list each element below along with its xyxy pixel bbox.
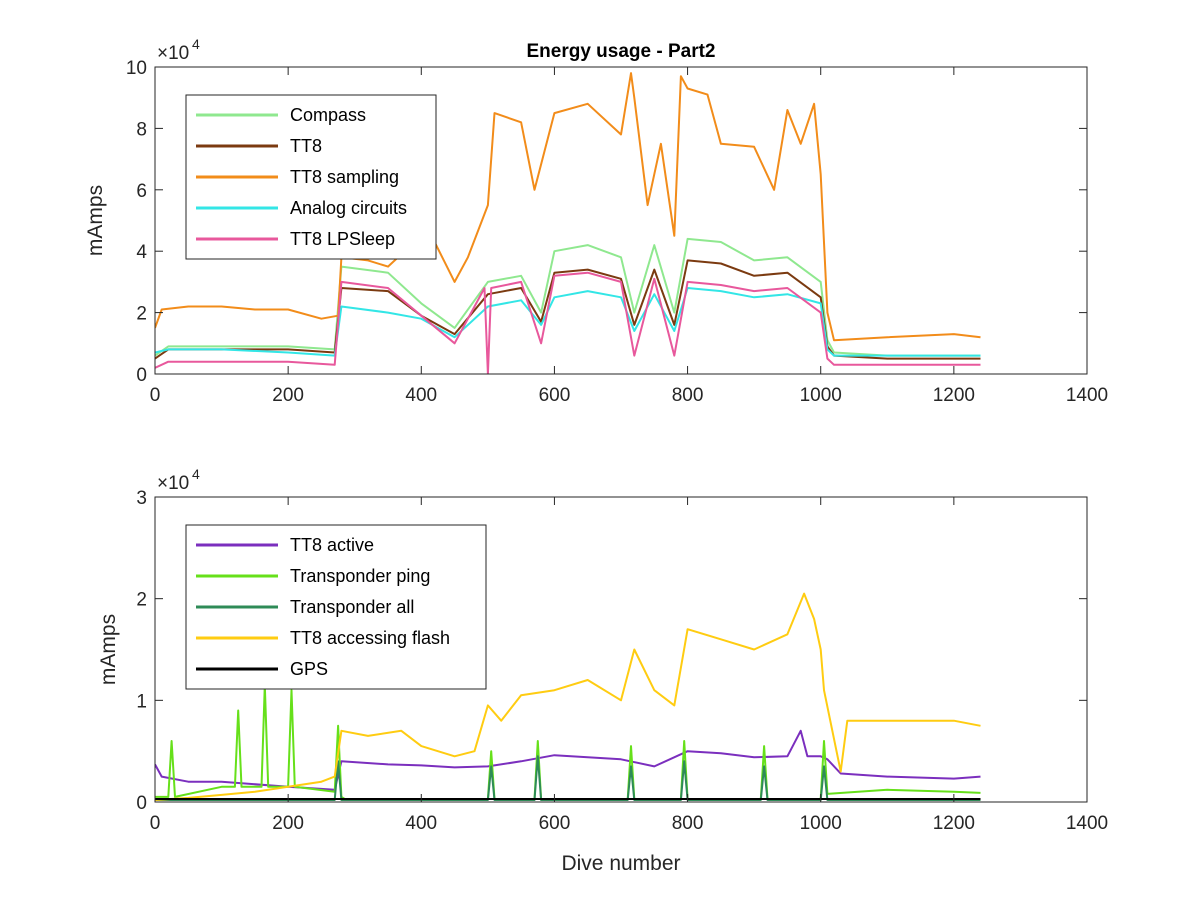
x-tick: 1200 xyxy=(933,67,975,406)
y-tick-label: 6 xyxy=(136,181,147,202)
legend-label: Transponder all xyxy=(290,597,414,617)
y-tick-label: 0 xyxy=(136,793,147,814)
y-tick-label: 3 xyxy=(136,488,147,509)
x-tick-label: 1000 xyxy=(800,813,842,834)
x-tick: 200 xyxy=(272,67,304,406)
x-tick: 1000 xyxy=(800,497,842,834)
legend-item: Transponder ping xyxy=(196,566,430,586)
legend-item: GPS xyxy=(196,659,328,679)
x-tick-label: 0 xyxy=(150,385,161,406)
legend: Compass TT8 TT8 sampling Analog circuits TT8… xyxy=(185,94,437,260)
y-tick: 3 xyxy=(136,488,1087,509)
y-tick: 2 xyxy=(136,590,1087,611)
x-tick: 600 xyxy=(539,67,571,406)
legend: TT8 active Transponder ping Transponder al… xyxy=(185,524,487,690)
x-tick-label: 400 xyxy=(405,813,437,834)
series-group xyxy=(155,72,981,374)
series-line-tt8-sampling xyxy=(155,72,981,342)
y-tick-label: 10 xyxy=(126,58,147,79)
y-tick-label: 8 xyxy=(136,119,147,140)
x-tick-label: 1200 xyxy=(933,385,975,406)
series-line-tt8-lpsleep xyxy=(155,271,981,374)
legend-label: TT8 xyxy=(290,136,322,156)
bottom-plot: 0 200 400 600 800 1000 1200 1400 0 1 2 3 ×10 4 mAmps Di… xyxy=(97,466,1108,875)
x-tick: 200 xyxy=(272,497,304,834)
x-tick: 1000 xyxy=(800,67,842,406)
series-line-tt8-accessing-flash xyxy=(155,592,981,801)
x-tick-label: 200 xyxy=(272,385,304,406)
svg-text:4: 4 xyxy=(192,36,200,52)
legend-item: TT8 active xyxy=(196,535,374,555)
y-tick: 0 xyxy=(136,793,1087,814)
series-group xyxy=(155,592,981,801)
y-exponent-label: ×10 4 xyxy=(157,466,200,494)
y-tick-label: 2 xyxy=(136,304,147,325)
legend-label: TT8 active xyxy=(290,535,374,555)
x-tick: 800 xyxy=(672,67,704,406)
legend-label: TT8 accessing flash xyxy=(290,628,450,648)
legend-item: TT8 xyxy=(196,136,322,156)
x-tick-label: 1400 xyxy=(1066,385,1108,406)
svg-text:×10: ×10 xyxy=(157,43,189,64)
y-tick: 1 xyxy=(136,691,1087,712)
x-tick: 1400 xyxy=(1066,497,1108,834)
x-tick: 400 xyxy=(405,67,437,406)
legend-label: Transponder ping xyxy=(290,566,430,586)
y-tick: 6 xyxy=(136,181,1087,202)
y-tick: 8 xyxy=(136,119,1087,140)
x-tick-label: 1400 xyxy=(1066,813,1108,834)
legend-item: Analog circuits xyxy=(196,198,407,218)
x-tick-label: 200 xyxy=(272,813,304,834)
legend-label: Analog circuits xyxy=(290,198,407,218)
x-tick-label: 800 xyxy=(672,385,704,406)
legend-item: TT8 sampling xyxy=(196,167,399,187)
y-tick: 0 xyxy=(136,365,1087,386)
y-tick-label: 0 xyxy=(136,365,147,386)
x-tick-label: 600 xyxy=(539,813,571,834)
y-tick: 4 xyxy=(136,242,1087,263)
legend-label: TT8 sampling xyxy=(290,167,399,187)
x-tick: 0 xyxy=(150,67,161,406)
axes-box xyxy=(154,496,1088,803)
x-tick: 600 xyxy=(539,497,571,834)
x-tick-label: 400 xyxy=(405,385,437,406)
legend-item: TT8 LPSleep xyxy=(196,229,395,249)
y-axis-label: mAmps xyxy=(97,614,120,685)
x-tick: 1200 xyxy=(933,497,975,834)
x-tick-label: 600 xyxy=(539,385,571,406)
x-tick: 400 xyxy=(405,497,437,834)
x-tick: 800 xyxy=(672,497,704,834)
x-tick: 0 xyxy=(150,497,161,834)
x-tick-label: 1000 xyxy=(800,385,842,406)
chart-title: Energy usage - Part2 xyxy=(526,41,715,62)
x-tick-label: 800 xyxy=(672,813,704,834)
y-tick-label: 2 xyxy=(136,590,147,611)
legend-item: Compass xyxy=(196,105,366,125)
legend-label: Compass xyxy=(290,105,366,125)
x-tick-label: 0 xyxy=(150,813,161,834)
y-axis-label: mAmps xyxy=(84,185,107,256)
svg-text:4: 4 xyxy=(192,466,200,482)
y-tick: 2 xyxy=(136,304,1087,325)
legend-item: TT8 accessing flash xyxy=(196,628,450,648)
y-tick-label: 4 xyxy=(136,242,147,263)
legend-item: Transponder all xyxy=(196,597,414,617)
x-axis-label: Dive number xyxy=(561,852,680,875)
y-tick: 10 xyxy=(126,58,1087,79)
legend-label: GPS xyxy=(290,659,328,679)
svg-text:×10: ×10 xyxy=(157,473,189,494)
legend-label: TT8 LPSleep xyxy=(290,229,395,249)
x-tick-label: 1200 xyxy=(933,813,975,834)
y-tick-label: 1 xyxy=(136,691,147,712)
x-tick: 1400 xyxy=(1066,67,1108,406)
y-exponent-label: ×10 4 xyxy=(157,36,200,64)
axes-box xyxy=(154,66,1088,375)
